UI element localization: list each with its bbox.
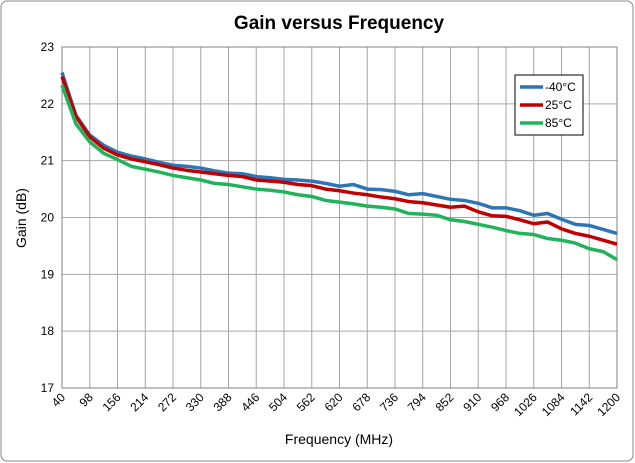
x-axis-label: Frequency (MHz) — [285, 431, 393, 447]
data-line — [60, 72, 618, 236]
y-tick-label: 20 — [41, 211, 55, 225]
y-axis-label: Gain (dB) — [13, 188, 29, 248]
y-tick-label: 17 — [41, 381, 55, 395]
y-tick-label: 19 — [41, 267, 55, 281]
legend-label: 85°C — [545, 116, 572, 130]
y-tick-label: 18 — [41, 324, 55, 338]
y-tick-label: 22 — [41, 97, 55, 111]
y-tick-label: 21 — [41, 154, 55, 168]
plot-border — [61, 46, 618, 389]
chart-title: Gain versus Frequency — [234, 13, 445, 34]
y-tick-label: 23 — [41, 40, 55, 54]
data-line — [60, 84, 618, 262]
legend-label: -40°C — [545, 80, 576, 94]
legend-label: 25°C — [545, 98, 572, 112]
data-line — [60, 75, 618, 246]
